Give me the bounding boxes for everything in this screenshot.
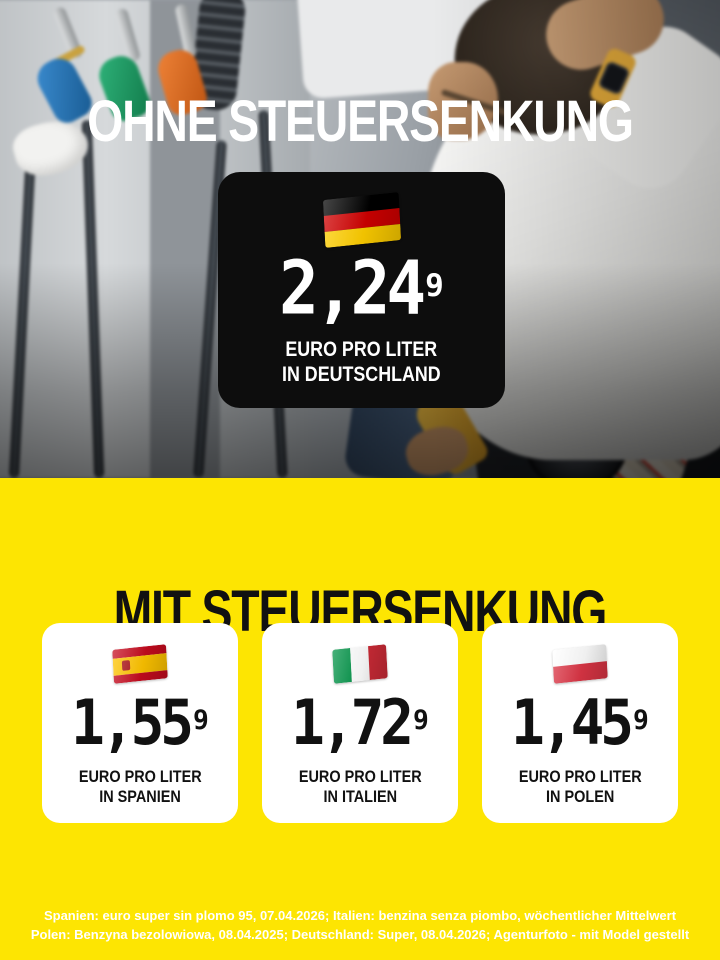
price-superscript: 9 [633, 705, 649, 736]
flag-stripe [322, 192, 399, 217]
price-label-line1: EURO PRO LITER [285, 338, 438, 361]
footnote: Spanien: euro super sin plomo 95, 07.04.… [0, 906, 720, 944]
italy-flag-icon [332, 644, 388, 684]
price-label-line2: IN ITALIEN [323, 787, 397, 807]
price-value: 1,72 [291, 686, 414, 760]
poland-flag-icon [552, 644, 608, 684]
price-value: 1,55 [71, 686, 194, 760]
spain-price-label: EURO PRO LITER IN SPANIEN [68, 767, 213, 807]
spain-price-card: 1,55 9 EURO PRO LITER IN SPANIEN [42, 623, 238, 823]
country-cards-row: 1,55 9 EURO PRO LITER IN SPANIEN 1,72 9 EU… [0, 623, 720, 823]
flag-stripe [112, 644, 167, 659]
flag-stripe [552, 644, 607, 667]
italy-price-card: 1,72 9 EURO PRO LITER IN ITALIEN [262, 623, 458, 823]
poland-price-label: EURO PRO LITER IN POLEN [508, 767, 653, 807]
poland-price: 1,45 9 [511, 692, 649, 755]
price-value: 1,45 [511, 686, 634, 760]
price-label-line1: EURO PRO LITER [518, 767, 642, 786]
top-headline-text: OHNE STEUERSENKUNG [87, 89, 634, 154]
flag-stripe [112, 652, 168, 676]
italy-price-label: EURO PRO LITER IN ITALIEN [288, 767, 433, 807]
germany-flag-icon [322, 192, 401, 248]
price-label-line1: EURO PRO LITER [78, 767, 202, 786]
footnote-line1: Spanien: euro super sin plomo 95, 07.04.… [43, 908, 677, 923]
price-label-line1: EURO PRO LITER [298, 767, 422, 786]
flag-stripe [553, 661, 608, 684]
flag-stripe [324, 224, 401, 248]
price-label-line2: IN DEUTSCHLAND [282, 362, 441, 386]
spain-price: 1,55 9 [71, 692, 209, 755]
flag-stripe [113, 669, 168, 684]
germany-price-card: 2,249 EURO PRO LITER IN DEUTSCHLAND [218, 172, 505, 408]
price-superscript: 9 [413, 705, 429, 736]
price-superscript: 9 [193, 705, 209, 736]
italy-price: 1,72 9 [291, 692, 429, 755]
flag-stripe [368, 644, 388, 681]
flag-emblem [121, 660, 131, 671]
top-headline: OHNE STEUERSENKUNG [0, 88, 720, 155]
price-value: 2,24 [279, 245, 426, 332]
price-label-line2: IN SPANIEN [99, 787, 181, 807]
flag-stripe [323, 208, 400, 233]
spain-flag-icon [112, 644, 168, 684]
price-superscript: 9 [425, 267, 444, 304]
poland-price-card: 1,45 9 EURO PRO LITER IN POLEN [482, 623, 678, 823]
flag-stripe [332, 647, 352, 684]
price-label-line2: IN POLEN [545, 787, 615, 807]
footnote-line2: Polen: Benzyna bezolowiowa, 08.04.2025; … [30, 927, 690, 942]
gas-station-photo: OHNE STEUERSENKUNG 2,249 EURO PRO LITER … [0, 0, 720, 478]
germany-price: 2,249 [279, 252, 444, 326]
flag-stripe [350, 646, 370, 682]
germany-price-label: EURO PRO LITER IN DEUTSCHLAND [268, 338, 455, 388]
